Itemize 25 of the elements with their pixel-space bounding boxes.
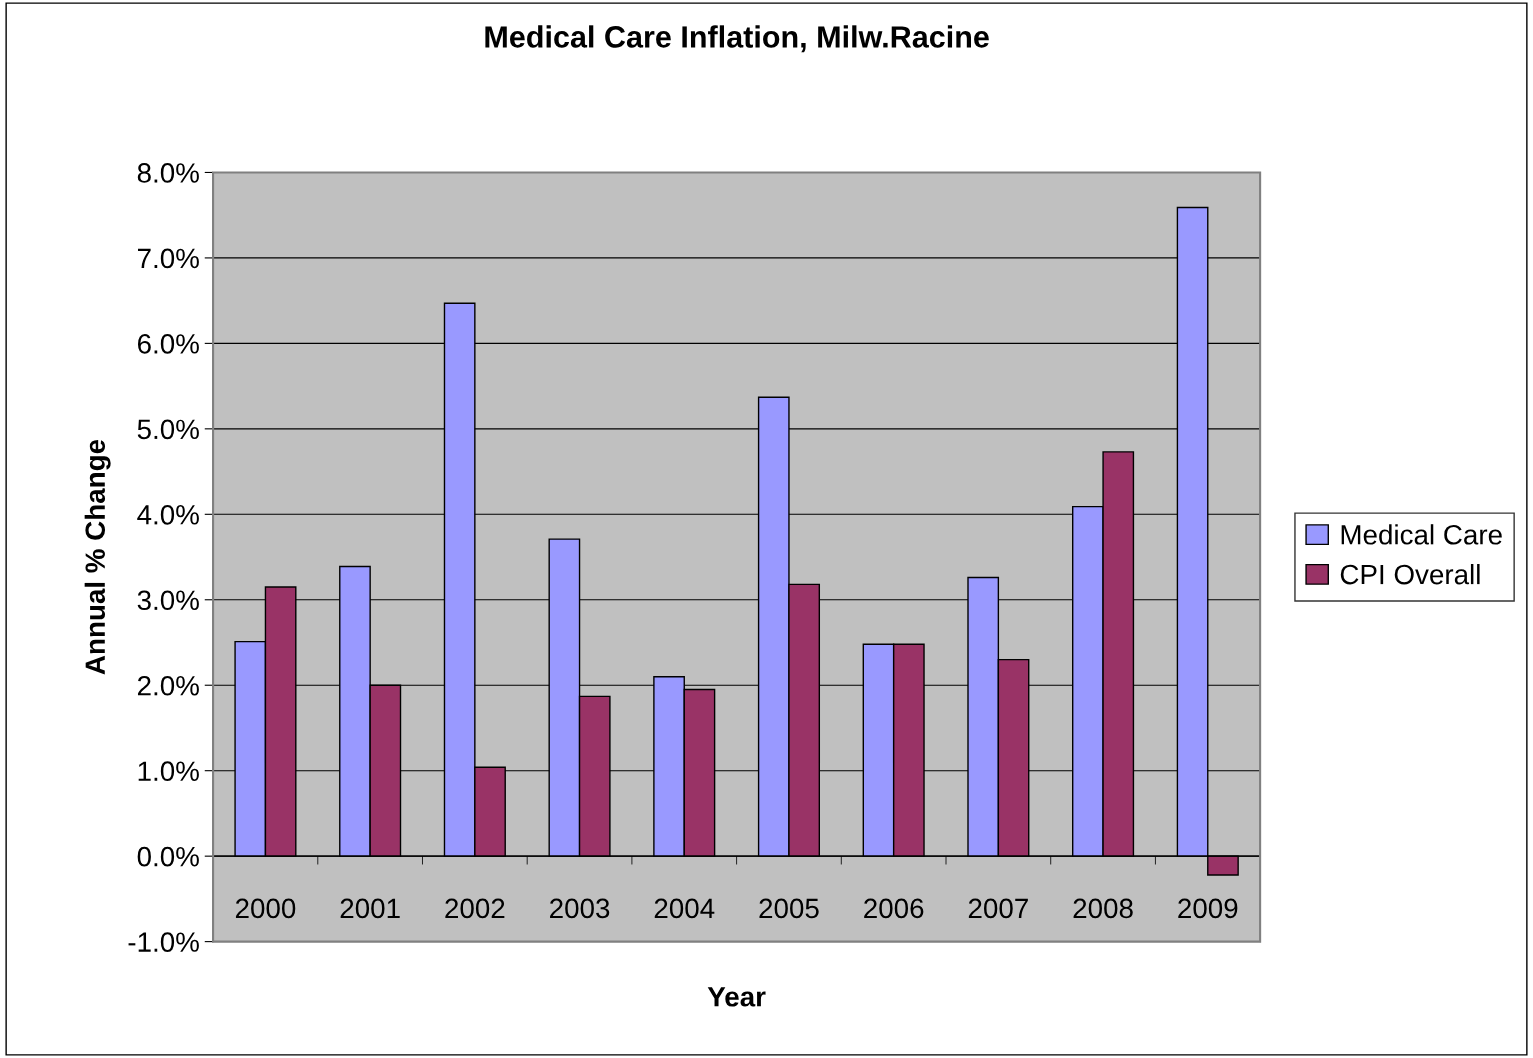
x-tick-label: 2000 xyxy=(235,898,296,919)
x-axis-title: Year xyxy=(707,987,766,1007)
y-tick-label: 8.0% xyxy=(137,163,199,183)
x-tick-label: 2005 xyxy=(759,898,819,919)
y-tick-label: 5.0% xyxy=(137,419,199,440)
y-axis-title: Annual % Change xyxy=(84,439,111,675)
y-tick-label: 1.0% xyxy=(138,761,199,782)
y-tick-label: 3.0% xyxy=(137,590,199,611)
legend-label: Medical Care xyxy=(1341,524,1502,545)
x-tick-label: 2003 xyxy=(550,898,610,919)
x-tick-label: 2004 xyxy=(654,898,715,919)
y-tick-label: 2.0% xyxy=(137,675,199,696)
x-tick-label: 2006 xyxy=(864,898,924,919)
y-tick-label: -1.0% xyxy=(128,932,199,952)
x-tick-label: 2001 xyxy=(340,898,400,919)
x-tick-label: 2007 xyxy=(968,898,1028,919)
chart-title: Medical Care Inflation, Milw.Racine xyxy=(485,25,989,53)
y-tick-label: 4.0% xyxy=(137,504,199,525)
x-tick-label: 2008 xyxy=(1073,898,1133,919)
x-tick-label: 2009 xyxy=(1178,898,1238,919)
y-tick-label: 0.0% xyxy=(137,846,199,867)
y-tick-label: 6.0% xyxy=(137,334,199,354)
y-tick-label: 7.0% xyxy=(138,248,199,269)
x-tick-label: 2002 xyxy=(445,898,505,919)
legend-label: CPI Overall xyxy=(1340,563,1480,585)
